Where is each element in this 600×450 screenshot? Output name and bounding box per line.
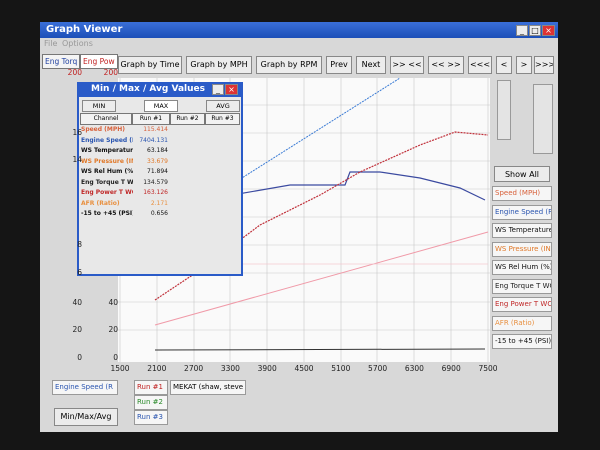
- toolbar-button[interactable]: Graph by Time: [118, 56, 182, 74]
- toolbar-button[interactable]: >> <<: [390, 56, 424, 74]
- dialog-value: 33.679: [147, 157, 168, 165]
- channel-button[interactable]: -15 to +45 (PSI): [492, 334, 552, 349]
- dialog-value: 115.414: [143, 126, 168, 133]
- x-label: 3900: [257, 364, 277, 373]
- dialog-channel: WS Temperature: [81, 147, 133, 154]
- y-label: 20: [72, 325, 82, 334]
- dialog-minimize[interactable]: _: [212, 84, 224, 95]
- toolbar-button[interactable]: Graph by MPH: [186, 56, 252, 74]
- x-label: 3300: [220, 364, 240, 373]
- dialog-close[interactable]: ×: [225, 84, 238, 95]
- toolbar-button[interactable]: Graph by RPM: [256, 56, 322, 74]
- x-label: 1500: [110, 364, 130, 373]
- dialog-header: Run #2: [170, 113, 205, 125]
- dialog-button[interactable]: AVG: [206, 100, 240, 112]
- y2-label: 40: [108, 298, 118, 307]
- dialog-channel: -15 to +45 (PSI): [81, 210, 133, 217]
- channel-button[interactable]: Eng Torque T WC: [492, 278, 552, 294]
- dialog-header: Run #3: [205, 113, 240, 125]
- y-label: 200: [67, 68, 82, 77]
- menu-options[interactable]: Options: [62, 39, 93, 48]
- maximize-button[interactable]: □: [529, 25, 541, 36]
- x-label: 7500: [478, 364, 498, 373]
- dialog-value: 2.171: [150, 199, 168, 207]
- y-label: 16: [72, 128, 82, 137]
- x-label: 4500: [294, 364, 314, 373]
- x-label: 6300: [404, 364, 424, 373]
- channel-button[interactable]: Speed (MPH): [492, 186, 552, 201]
- toolbar-button[interactable]: >>>: [534, 56, 554, 74]
- scroll-control[interactable]: [497, 80, 511, 140]
- dialog-header: Channel: [80, 113, 132, 125]
- dialog-value: 63.184: [147, 147, 168, 154]
- dialog-value: 134.579: [143, 178, 168, 186]
- x-label: 5700: [368, 364, 388, 373]
- dialog-title: Min / Max / Avg Values: [77, 82, 243, 97]
- dialog-channel: WS Pressure (IN: [81, 157, 133, 165]
- toolbar-button[interactable]: <<<: [468, 56, 492, 74]
- dialog-channel: Eng Power T WC: [81, 189, 133, 196]
- dialog-value: 71.894: [147, 168, 168, 175]
- footer-channel[interactable]: Engine Speed (R: [52, 380, 118, 395]
- channel-button[interactable]: Eng Power T WC: [492, 297, 552, 312]
- dialog-channel: Engine Speed (R: [81, 136, 133, 144]
- x-label: 6900: [441, 364, 461, 373]
- y2-label: 20: [108, 325, 118, 334]
- tab[interactable]: Eng Pow: [80, 54, 118, 69]
- x-label: 5100: [331, 364, 351, 373]
- zoom-control[interactable]: [533, 84, 553, 154]
- y2-label: 0: [113, 353, 118, 362]
- dialog-channel: WS Rel Hum (%): [81, 168, 133, 175]
- dialog-channel: Eng Torque T WC: [81, 178, 133, 186]
- toolbar-button[interactable]: << >>: [428, 56, 464, 74]
- minimize-button[interactable]: _: [516, 25, 528, 36]
- toolbar-button[interactable]: <: [496, 56, 512, 74]
- y-label: 40: [72, 298, 82, 307]
- x-label: 2100: [147, 364, 167, 373]
- footer-run[interactable]: Run #3: [134, 410, 168, 425]
- toolbar-button[interactable]: >: [516, 56, 532, 74]
- window-title: Graph Viewer: [40, 22, 558, 38]
- channel-button[interactable]: WS Temperature: [492, 223, 552, 238]
- menu-file[interactable]: File: [44, 39, 58, 48]
- x-label: 2700: [184, 364, 204, 373]
- show-all-button[interactable]: Show All: [494, 166, 550, 182]
- dialog-button[interactable]: MAX: [144, 100, 178, 112]
- dialog-value: 0.656: [150, 210, 168, 217]
- footer-run[interactable]: Run #1: [134, 380, 168, 395]
- run-name: MEKAT (shaw, steve: [170, 380, 246, 395]
- channel-button[interactable]: Engine Speed (R: [492, 204, 552, 220]
- close-button[interactable]: ×: [542, 25, 555, 36]
- dialog-channel: AFR (Ratio): [81, 199, 120, 207]
- dialog-value: 7404.131: [139, 136, 168, 144]
- y-label: 6: [77, 268, 82, 277]
- tab[interactable]: Eng Torq: [42, 54, 81, 69]
- dialog-value: 163.126: [143, 189, 168, 196]
- channel-button[interactable]: WS Pressure (IN: [492, 241, 552, 257]
- footer-run[interactable]: Run #2: [134, 395, 168, 410]
- dialog-button[interactable]: MIN: [82, 100, 116, 112]
- channel-button[interactable]: WS Rel Hum (%): [492, 260, 552, 275]
- y-label: 8: [77, 240, 82, 249]
- y-label: 0: [77, 353, 82, 362]
- dialog-header: Run #1: [132, 113, 170, 125]
- toolbar-button[interactable]: Next: [356, 56, 386, 74]
- toolbar-button[interactable]: Prev: [326, 56, 352, 74]
- channel-button[interactable]: AFR (Ratio): [492, 315, 552, 331]
- y2-label: 200: [103, 68, 118, 77]
- dialog-channel: Speed (MPH): [81, 126, 126, 133]
- min-max-avg-button[interactable]: Min/Max/Avg: [54, 408, 118, 426]
- y-label: 14: [72, 155, 82, 164]
